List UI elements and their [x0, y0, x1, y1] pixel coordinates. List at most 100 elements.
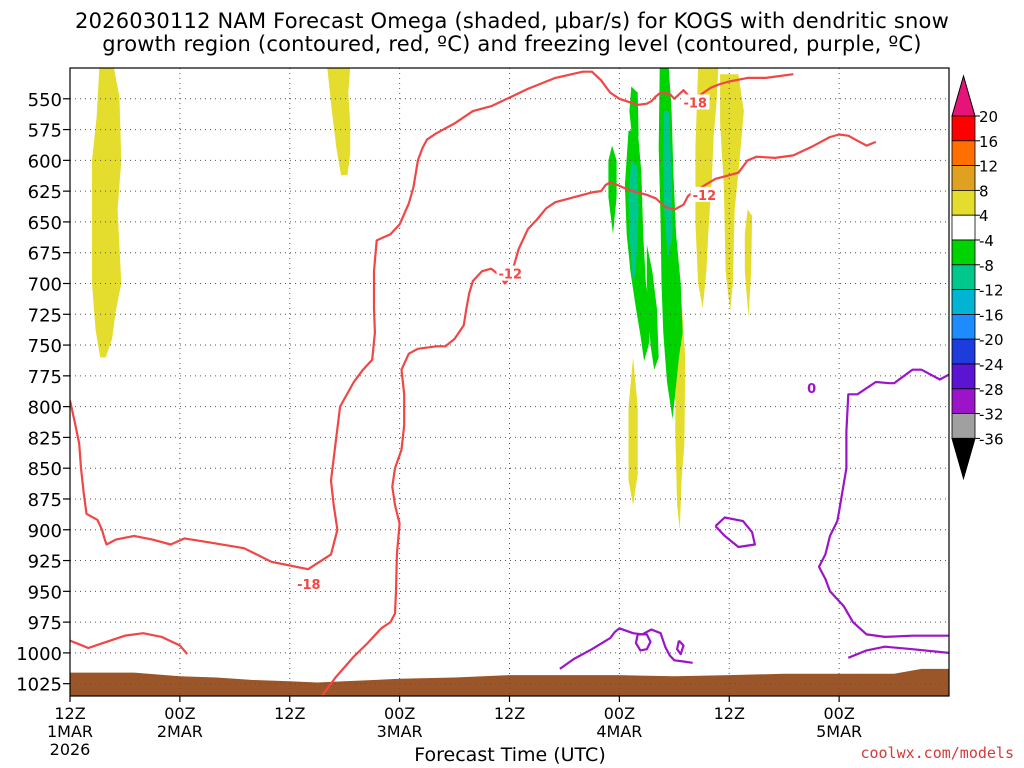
y-tick-label: 975 — [28, 613, 62, 634]
contour-label: -12 — [499, 268, 523, 283]
contour-label: -18 — [297, 578, 321, 593]
contour-dgz_lower_minus12 — [320, 133, 877, 696]
omega-region-sink-2 — [327, 68, 351, 176]
colorbar-bin — [951, 165, 976, 191]
omega-region-sink-4 — [720, 74, 744, 311]
contour-freezing_level_ring2 — [675, 639, 685, 656]
x-tick-label: 4MAR — [596, 722, 642, 741]
colorbar-bin — [951, 115, 976, 142]
contour-layer — [70, 70, 949, 696]
colorbar-label: 12 — [979, 158, 998, 176]
colorbar-label: 8 — [979, 182, 989, 200]
colorbar-bin — [951, 413, 976, 439]
y-tick-label: 750 — [28, 336, 62, 357]
colorbar-label: -36 — [979, 430, 1004, 448]
colorbar-top-arrow — [951, 74, 976, 117]
y-tick-label: 775 — [28, 367, 62, 388]
omega-region-lift-4 — [608, 145, 617, 235]
contour-freezing_level_ring3 — [714, 516, 757, 549]
colorbar-bin — [951, 388, 976, 414]
y-tick-label: 625 — [28, 182, 62, 203]
colorbar-label: -4 — [979, 232, 994, 250]
colorbar-bin — [951, 313, 976, 340]
colorbar-label: -12 — [979, 282, 1004, 300]
y-tick-label: 950 — [28, 582, 62, 603]
y-tick-label: 875 — [28, 490, 62, 511]
colorbar-label: -8 — [979, 257, 994, 275]
x-tick-label: 00Z — [823, 704, 854, 723]
contour-label-bg — [681, 94, 710, 110]
x-tick-label: 00Z — [604, 704, 635, 723]
y-tick-label: 700 — [28, 274, 62, 295]
colorbar-bottom-arrow — [951, 437, 976, 481]
y-tick-label: 825 — [28, 428, 62, 449]
colorbar-label: -20 — [979, 331, 1004, 349]
y-tick-label: 900 — [28, 521, 62, 542]
colorbar-label: 20 — [979, 108, 998, 126]
x-tick-label: 2026 — [50, 740, 91, 759]
x-tick-label: 1MAR — [47, 722, 93, 741]
x-tick-label: 2MAR — [157, 722, 203, 741]
colorbar-bin — [951, 189, 976, 216]
y-tick-label: 1025 — [16, 675, 62, 696]
contour-dgz_lower_left — [70, 632, 189, 655]
contour-freezing_level_tail — [847, 645, 949, 659]
y-tick-label: 550 — [28, 90, 62, 111]
x-tick-label: 00Z — [384, 704, 415, 723]
plot-background — [70, 68, 949, 696]
contour-label-layer: -18 -12 -18 -12 0 — [295, 94, 818, 593]
colorbar-label: -24 — [979, 356, 1004, 374]
x-tick-label: 12Z — [714, 704, 745, 723]
credit-text: coolwx.com/models — [860, 744, 1014, 762]
colorbar-bin — [951, 264, 976, 290]
y-tick-label: 725 — [28, 305, 62, 326]
colorbar-bin — [951, 363, 976, 390]
colorbar-label: 4 — [979, 207, 989, 225]
colorbar-bin — [951, 239, 976, 266]
colorbar-bin — [951, 289, 976, 315]
terrain-fill — [70, 668, 949, 696]
x-axis-label: Forecast Time (UTC) — [414, 744, 606, 766]
x-tick-label: 12Z — [274, 704, 305, 723]
colorbar-label: -16 — [979, 306, 1004, 324]
chart-title-line-1: 2026030112 NAM Forecast Omega (shaded, μ… — [75, 9, 949, 33]
contour-label-bg — [805, 380, 818, 396]
contour-freezing_level_upper — [817, 368, 949, 639]
terrain-layer — [70, 668, 949, 696]
y-axis: 550 575 600 625 650 675 700 725 750 775 800 825 850 8… — [16, 90, 70, 696]
y-tick-label: 1000 — [16, 644, 62, 665]
colorbar-bin — [951, 338, 976, 365]
contour-label: -12 — [693, 189, 717, 204]
colorbar-label: -32 — [979, 406, 1004, 424]
contour-label-bg — [295, 575, 324, 591]
colorbar-label: 16 — [979, 133, 998, 151]
contour-label-bg — [690, 186, 719, 202]
x-tick-label: 00Z — [164, 704, 195, 723]
y-tick-label: 925 — [28, 552, 62, 573]
contour-label: 0 — [807, 382, 816, 397]
contour-label: -18 — [683, 96, 707, 111]
y-tick-label: 850 — [28, 459, 62, 480]
contour-dgz_upper_minus18 — [70, 70, 794, 571]
x-tick-label: 12Z — [54, 704, 85, 723]
x-tick-label: 3MAR — [377, 722, 423, 741]
omega-shading-layer — [92, 68, 753, 530]
y-tick-label: 575 — [28, 121, 62, 142]
omega-region-sink-5 — [744, 209, 753, 317]
y-tick-label: 800 — [28, 398, 62, 419]
chart-title-line-2: growth region (contoured, red, ºC) and f… — [102, 32, 922, 56]
omega-region-lift-3 — [646, 244, 659, 370]
x-tick-label: 5MAR — [816, 722, 862, 741]
omega-region-sink-1 — [92, 68, 122, 358]
colorbar-bin — [951, 140, 976, 167]
colorbar: 20 16 12 8 4 -4 -8 -12 -16 -20 -24 -28 -32 -36 — [951, 74, 1004, 481]
contour-freezing_level_ring1 — [634, 633, 652, 652]
colorbar-label: -28 — [979, 381, 1004, 399]
colorbar-bin — [951, 214, 976, 241]
y-tick-label: 600 — [28, 151, 62, 172]
contour-label-bg — [496, 265, 525, 281]
y-tick-label: 675 — [28, 244, 62, 265]
y-tick-label: 650 — [28, 213, 62, 234]
